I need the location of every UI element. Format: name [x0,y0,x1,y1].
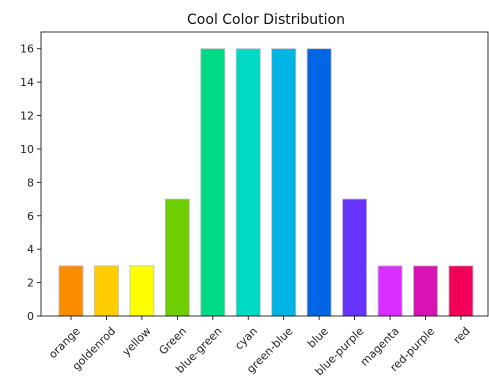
x-tick-label: cyan [232,325,260,353]
y-tick-label: 14 [20,76,34,89]
x-tick-label: red [451,325,473,347]
x-tick-label: blue [305,324,331,350]
bar-green-blue [271,48,297,317]
plot-frame [40,31,489,317]
y-tick-label: 4 [27,243,34,256]
chart-title: Cool Color Distribution [187,12,345,28]
bar-blue [306,48,332,317]
y-tick-label: 10 [20,143,34,156]
bar-magenta [377,265,403,317]
bar-blue-green [200,48,226,317]
y-tick-label: 8 [27,176,34,189]
bar-green [164,198,190,317]
y-tick-label: 16 [20,43,34,56]
y-tick-label: 12 [20,110,34,123]
x-tick-label: Green [156,325,189,358]
x-tick-label: yellow [120,325,154,359]
y-tick-label: 2 [27,277,34,290]
y-tick-label: 0 [27,310,34,323]
bar-orange [58,265,84,317]
y-tick-label: 6 [27,210,34,223]
y-axis: 0 2 4 6 8 10 12 14 16 [20,43,41,323]
bar-goldenrod [94,265,119,317]
bar-yellow [129,265,155,317]
bar-red-purple [413,265,438,317]
bar-cyan [235,48,261,317]
bars-group [58,48,474,317]
bar-blue-purple [342,198,368,317]
bar-red [448,265,474,317]
